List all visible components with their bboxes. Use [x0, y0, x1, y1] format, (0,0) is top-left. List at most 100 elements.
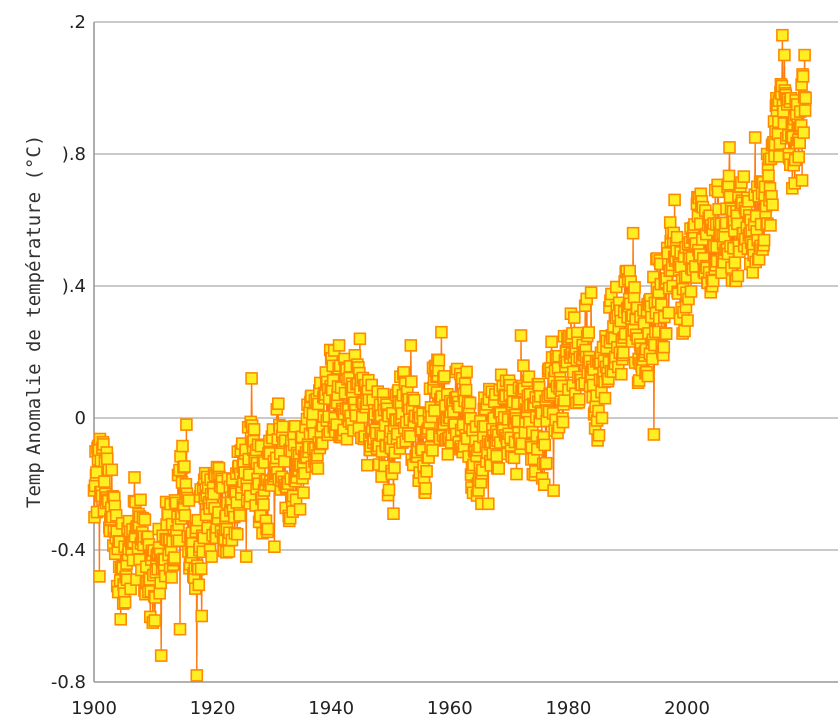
data-point — [668, 193, 681, 207]
y-axis-title-fragment: Temp — [23, 462, 45, 508]
data-point — [798, 104, 812, 117]
data-point — [297, 486, 310, 499]
data-point — [662, 306, 676, 320]
data-point — [659, 327, 673, 341]
data-point — [748, 131, 762, 144]
data-point — [420, 464, 433, 478]
data-point — [114, 612, 127, 626]
data-point — [165, 571, 178, 584]
data-point — [584, 286, 598, 299]
data-point — [507, 451, 521, 465]
data-point — [481, 497, 495, 511]
data-point — [795, 174, 809, 187]
data-point — [582, 326, 596, 339]
data-point — [538, 438, 552, 452]
data-point — [628, 281, 641, 294]
data-point — [737, 170, 751, 183]
data-point — [403, 429, 417, 443]
data-point — [681, 314, 694, 327]
data-point — [176, 439, 189, 453]
data-point — [195, 609, 208, 623]
data-point — [797, 126, 810, 139]
data-point — [168, 551, 181, 564]
data-point — [178, 460, 191, 473]
x-tick-label: 1960 — [427, 698, 473, 719]
data-point — [239, 550, 253, 563]
data-point — [663, 216, 677, 229]
data-point — [222, 545, 236, 558]
data-point — [93, 570, 106, 583]
data-point — [154, 649, 168, 662]
data-point — [293, 502, 307, 516]
data-point — [360, 458, 374, 472]
tick-labels: -0.8 -0.4 0).4).8 .2 1900 1920 1940 1960 1980 200… — [51, 12, 710, 719]
data-point — [567, 311, 581, 324]
data-point — [101, 452, 114, 466]
data-point — [194, 562, 208, 576]
data-point — [128, 471, 141, 484]
data-point — [332, 339, 346, 352]
data-point — [231, 527, 244, 541]
data-point — [460, 365, 473, 379]
data-point — [728, 256, 742, 269]
data-point — [387, 507, 400, 521]
y-axis-title: Temp Anomalie de température (°C) — [23, 135, 45, 508]
data-point — [404, 375, 418, 388]
data-point — [614, 367, 628, 381]
data-point — [134, 493, 147, 507]
data-point — [428, 404, 441, 417]
data-point — [776, 28, 789, 42]
data-point — [641, 369, 655, 383]
data-point — [247, 423, 261, 436]
data-point — [459, 383, 473, 397]
data-point — [623, 264, 637, 278]
data-point — [276, 420, 290, 434]
data-point — [298, 467, 311, 480]
data-point — [514, 329, 528, 342]
data-point — [492, 462, 506, 475]
data-point — [353, 332, 367, 346]
data-point — [798, 48, 811, 62]
data-point — [799, 91, 812, 105]
data-point — [654, 298, 668, 311]
data-point — [268, 540, 281, 554]
data-point — [678, 324, 691, 338]
data-point — [670, 230, 684, 244]
data-point — [558, 394, 571, 407]
data-point — [205, 550, 218, 563]
x-tick-label: 2000 — [664, 698, 710, 719]
data-point — [288, 419, 302, 433]
data-point — [148, 614, 162, 627]
data-point — [105, 463, 119, 477]
data-point — [426, 444, 439, 457]
data-point — [388, 461, 401, 474]
data-point — [182, 494, 196, 507]
data-point — [723, 141, 736, 154]
data-point — [192, 578, 206, 592]
y-tick-label: ).4 — [62, 276, 86, 297]
data-point — [118, 595, 132, 609]
y-tick-label: -0.4 — [51, 540, 86, 561]
data-point — [592, 428, 606, 442]
axes — [93, 22, 838, 683]
data-point — [257, 498, 270, 511]
data-point — [657, 340, 671, 354]
data-point — [626, 226, 640, 240]
data-point — [311, 462, 325, 475]
data-point — [762, 169, 775, 182]
x-tick-label: 1900 — [71, 698, 117, 719]
y-tick-label: -0.8 — [51, 672, 86, 693]
data-point — [731, 269, 745, 283]
data-point — [792, 150, 806, 164]
data-point — [277, 455, 291, 468]
data-point — [556, 415, 570, 429]
data-point — [796, 70, 810, 83]
data-point — [180, 418, 193, 431]
grid-lines — [94, 21, 838, 551]
data-point — [545, 335, 558, 349]
data-point — [441, 447, 455, 461]
y-axis-title-text: Anomalie de température (°C) — [23, 135, 45, 455]
data-point — [190, 669, 204, 682]
data-point — [539, 456, 553, 470]
